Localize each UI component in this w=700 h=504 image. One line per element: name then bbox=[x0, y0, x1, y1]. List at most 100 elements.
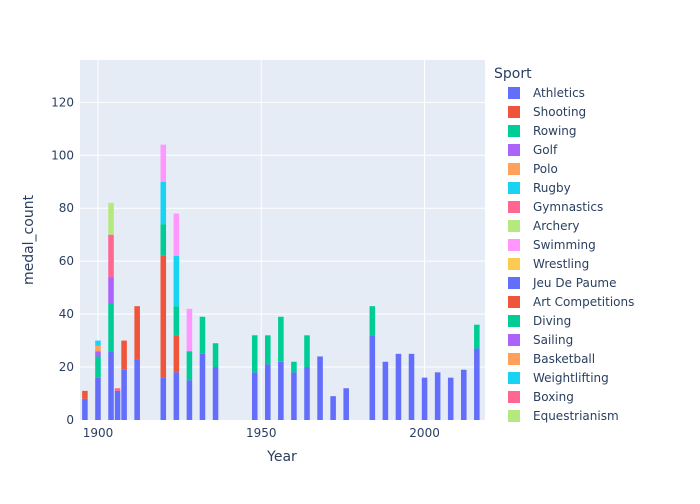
y-axis-title: medal_count bbox=[21, 194, 37, 285]
bar-segment-athletics-1988 bbox=[382, 361, 389, 420]
bar-segment-polo-1900 bbox=[95, 345, 101, 352]
legend-label-equestrianism: Equestrianism bbox=[533, 409, 619, 423]
bar-segment-gymnastics-1904 bbox=[108, 234, 114, 278]
legend-swatch-weightlifting bbox=[508, 372, 520, 384]
bar-segment-athletics-1984 bbox=[369, 335, 376, 420]
bar-segment-athletics-1968 bbox=[317, 356, 323, 420]
bar-segment-athletics-1996 bbox=[408, 353, 415, 420]
bar-segment-athletics-2012 bbox=[460, 369, 467, 420]
y-tick-label: 20 bbox=[59, 360, 74, 374]
legend-label-jeu-de-paume: Jeu De Paume bbox=[532, 276, 617, 290]
legend-label-athletics: Athletics bbox=[533, 86, 585, 100]
bar-segment-swimming-1924 bbox=[173, 213, 180, 256]
x-axis-title: Year bbox=[266, 449, 297, 465]
bar-segment-rowing-1932 bbox=[199, 316, 206, 354]
bar-segment-shooting-1896 bbox=[82, 390, 88, 399]
bar-segment-swimming-1920 bbox=[160, 144, 167, 182]
y-tick-label: 40 bbox=[59, 307, 74, 321]
y-tick-label: 120 bbox=[51, 95, 74, 109]
bar-segment-athletics-2016 bbox=[474, 348, 480, 420]
legend-swatch-shooting bbox=[508, 106, 520, 118]
bar-segment-rowing-1984 bbox=[369, 306, 376, 336]
bar-segment-athletics-1952 bbox=[265, 364, 271, 420]
x-tick-label: 1950 bbox=[246, 426, 277, 440]
bar-segment-athletics-1912 bbox=[134, 359, 140, 420]
legend-swatch-art-competitions bbox=[508, 296, 520, 308]
bar-segment-shooting-1924 bbox=[173, 335, 180, 373]
legend-swatch-equestrianism bbox=[508, 410, 520, 422]
legend-label-wrestling: Wrestling bbox=[533, 257, 589, 271]
legend-label-polo: Polo bbox=[533, 162, 558, 176]
legend-swatch-basketball bbox=[508, 353, 520, 365]
x-tick-label: 2000 bbox=[409, 426, 440, 440]
legend-label-basketball: Basketball bbox=[533, 352, 595, 366]
bar-segment-rugby-1900 bbox=[95, 340, 101, 346]
legend-swatch-boxing bbox=[508, 391, 520, 403]
bar-segment-shooting-1912 bbox=[134, 306, 140, 360]
y-tick-label: 100 bbox=[51, 148, 74, 162]
legend-label-sailing: Sailing bbox=[533, 333, 573, 347]
bar-segment-golf-1904 bbox=[108, 277, 114, 304]
legend-swatch-jeu-de-paume bbox=[508, 277, 520, 289]
bar-segment-rowing-1928 bbox=[186, 351, 193, 381]
bar-segment-athletics-1948 bbox=[251, 372, 258, 420]
bar-segment-athletics-1956 bbox=[278, 361, 284, 420]
bar-segment-rowing-1952 bbox=[265, 335, 271, 365]
y-tick-label: 60 bbox=[59, 254, 74, 268]
bar-segment-rowing-1948 bbox=[251, 335, 258, 373]
bar-segment-athletics-1900 bbox=[95, 377, 101, 420]
bar-segment-athletics-1908 bbox=[121, 369, 127, 420]
bar-segment-shooting-1920 bbox=[160, 255, 167, 378]
legend-label-art-competitions: Art Competitions bbox=[533, 295, 634, 309]
legend-label-shooting: Shooting bbox=[533, 105, 586, 119]
bar-segment-golf-1900 bbox=[95, 351, 101, 357]
bar-segment-rowing-1904 bbox=[108, 303, 114, 352]
y-tick-label: 0 bbox=[66, 413, 74, 427]
bar-segment-rowing-1920 bbox=[160, 224, 167, 256]
legend-swatch-rugby bbox=[508, 182, 520, 194]
legend-label-weightlifting: Weightlifting bbox=[533, 371, 609, 385]
bar-segment-athletics-1972 bbox=[330, 396, 336, 420]
bar-segment-athletics-2004 bbox=[434, 372, 441, 420]
bar-segment-athletics-1904 bbox=[108, 351, 114, 420]
bar-segment-rowing-1936 bbox=[212, 343, 219, 368]
bar-segment-athletics-1920 bbox=[160, 377, 167, 420]
legend-title: Sport bbox=[494, 66, 532, 82]
bar-segment-athletics-1964 bbox=[304, 367, 310, 420]
legend-swatch-archery bbox=[508, 220, 520, 232]
bar-segment-athletics-2000 bbox=[421, 377, 428, 420]
legend-swatch-rowing bbox=[508, 125, 520, 137]
bar-segment-athletics-1896 bbox=[82, 398, 88, 420]
x-tick-label: 1900 bbox=[83, 426, 114, 440]
bar-segment-athletics-1976 bbox=[343, 388, 349, 420]
legend: Sport Athletics Shooting Rowing Golf Polo Rug… bbox=[494, 66, 634, 423]
legend-label-archery: Archery bbox=[533, 219, 580, 233]
legend-label-diving: Diving bbox=[533, 314, 571, 328]
bars bbox=[82, 144, 480, 420]
bar-segment-athletics-1960 bbox=[291, 372, 297, 420]
bar-segment-athletics-1936 bbox=[212, 367, 219, 420]
bar-segment-athletics-1932 bbox=[199, 353, 206, 420]
bar-segment-rowing-1924 bbox=[173, 306, 180, 336]
bar-segment-archery-1904 bbox=[108, 202, 114, 235]
bar-segment-rowing-1900 bbox=[95, 356, 101, 378]
bar-segment-athletics-1992 bbox=[395, 353, 402, 420]
legend-label-rowing: Rowing bbox=[533, 124, 577, 138]
legend-label-rugby: Rugby bbox=[533, 181, 571, 195]
y-tick-label: 80 bbox=[59, 201, 74, 215]
bar-segment-athletics-1924 bbox=[173, 372, 180, 420]
legend-swatch-golf bbox=[508, 144, 520, 156]
legend-swatch-diving bbox=[508, 315, 520, 327]
bar-segment-swimming-1928 bbox=[186, 308, 193, 352]
bar-segment-rugby-1920 bbox=[160, 181, 167, 225]
legend-swatch-wrestling bbox=[508, 258, 520, 270]
bar-segment-rowing-1956 bbox=[278, 316, 284, 362]
bar-segment-athletics-2008 bbox=[447, 377, 454, 420]
legend-label-gymnastics: Gymnastics bbox=[533, 200, 603, 214]
legend-swatch-gymnastics bbox=[508, 201, 520, 213]
legend-swatch-athletics bbox=[508, 87, 520, 99]
axes: 0 20 40 60 80 100 120 1900 1950 2000 bbox=[51, 95, 440, 440]
legend-swatch-swimming bbox=[508, 239, 520, 251]
